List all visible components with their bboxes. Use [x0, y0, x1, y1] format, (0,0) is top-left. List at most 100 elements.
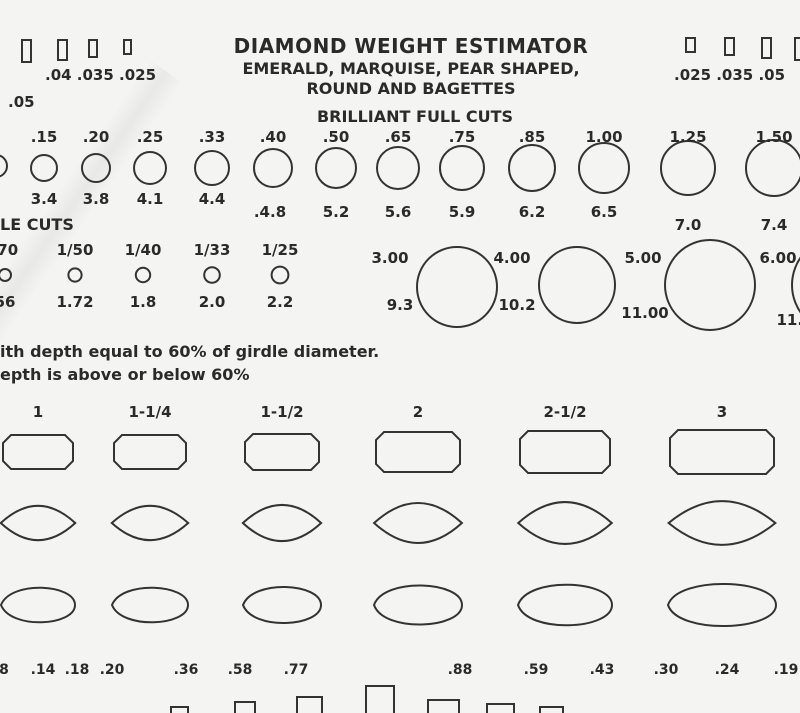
bottom-carat-label: 8: [0, 662, 9, 678]
bottom-carat-label: .30: [653, 662, 679, 678]
brilliant-carat-label: .50: [322, 128, 350, 146]
baguette-outline: [365, 685, 395, 713]
pear-outline: [372, 584, 464, 626]
bottom-carat-label: .58: [227, 662, 253, 678]
brilliant-carat-label: .85: [518, 128, 546, 146]
baguette-outline: [761, 37, 772, 59]
single-cut-carat-label: 1/50: [56, 241, 94, 259]
baguette-outline: [427, 699, 460, 713]
brilliant-mm-label: 4.1: [136, 190, 164, 208]
single-cut-mm-label: 2.0: [198, 293, 226, 311]
brilliant-carat-label: .15: [30, 128, 58, 146]
bottom-carat-label: .77: [283, 662, 309, 678]
brilliant-mm-label: 7.0: [674, 216, 702, 234]
note-line-2: epth is above or below 60%: [0, 365, 250, 384]
round-outline: [660, 140, 716, 196]
round-outline: [791, 256, 800, 314]
large-round-mm-label: 10.2: [498, 296, 536, 314]
single-cut-mm-label: 1.8: [129, 293, 157, 311]
bottom-carat-label: .18: [64, 662, 90, 678]
marquise-outline: [241, 503, 323, 543]
emerald-outline: [113, 434, 187, 470]
baguette-outline: [685, 37, 696, 53]
round-outline: [416, 246, 498, 328]
baguette-outline: [486, 703, 515, 713]
single-cut-outline: [67, 267, 83, 283]
baguette-outline: [57, 39, 68, 61]
single-cut-outline: [203, 266, 221, 284]
note-line-1: ith depth equal to 60% of girdle diamete…: [0, 342, 380, 361]
bottom-carat-label: .43: [589, 662, 615, 678]
brilliant-mm-label: .4.8: [253, 203, 287, 221]
baguette-outline: [794, 37, 800, 61]
bottom-carat-label: .24: [714, 662, 740, 678]
large-round-carat-label: 4.00: [493, 249, 531, 267]
emerald-outline: [669, 429, 775, 475]
baguette-left-05-label: .05: [8, 93, 35, 111]
bottom-carat-label: .20: [99, 662, 125, 678]
fancy-carat-label: 3: [716, 403, 728, 421]
round-outline: [538, 246, 616, 324]
pear-outline: [516, 583, 614, 627]
brilliant-mm-label: 3.8: [82, 190, 110, 208]
round-outline: [578, 142, 630, 194]
baguette-outline: [296, 696, 323, 713]
single-cuts-heading: LE CUTS: [0, 215, 74, 234]
fancy-carat-label: 1-1/2: [260, 403, 304, 421]
brilliant-carat-label: 1.00: [585, 128, 623, 146]
baguette-outline: [170, 706, 189, 713]
brilliant-mm-label: 5.6: [384, 203, 412, 221]
single-cut-carat-label: 1/33: [193, 241, 231, 259]
brilliant-mm-label: 3.4: [30, 190, 58, 208]
fancy-carat-label: 2: [412, 403, 424, 421]
large-round-mm-label: 11.7: [776, 311, 800, 329]
bottom-carat-label: .14: [30, 662, 56, 678]
single-cut-mm-label: 2.2: [266, 293, 294, 311]
round-outline: [439, 145, 485, 191]
marquise-outline: [0, 504, 77, 542]
round-outline: [745, 139, 800, 197]
brilliant-mm-label: 5.9: [448, 203, 476, 221]
marquise-outline: [516, 501, 614, 545]
fancy-carat-label: 1: [32, 403, 44, 421]
marquise-outline: [110, 504, 190, 542]
brilliant-mm-label: 7.4: [760, 216, 788, 234]
section-brilliant-heading: BRILLIANT FULL CUTS: [316, 107, 514, 126]
brilliant-carat-label: .75: [448, 128, 476, 146]
round-outline: [664, 239, 756, 331]
emerald-outline: [244, 433, 320, 471]
subtitle-line-1: EMERALD, MARQUISE, PEAR SHAPED,: [242, 59, 580, 78]
brilliant-mm-label: 5.2: [322, 203, 350, 221]
bottom-carat-label: .59: [523, 662, 549, 678]
baguette-outline: [539, 706, 564, 713]
brilliant-carat-label: .25: [136, 128, 164, 146]
single-cut-mm-label: 56: [0, 293, 16, 311]
brilliant-carat-label: .20: [82, 128, 110, 146]
bottom-carat-label: .88: [447, 662, 473, 678]
large-round-mm-label: 9.3: [386, 296, 414, 314]
baguette-outline: [21, 39, 32, 63]
pear-outline: [666, 583, 778, 627]
brilliant-carat-label: .40: [259, 128, 287, 146]
emerald-outline: [2, 434, 74, 470]
marquise-outline: [667, 500, 777, 546]
round-outline: [315, 147, 357, 189]
brilliant-carat-label: 1.50: [755, 128, 793, 146]
single-cut-outline: [0, 268, 12, 282]
single-cut-carat-label: 1/25: [261, 241, 299, 259]
baguette-outline: [724, 37, 735, 56]
round-outline: [0, 154, 8, 178]
baguette-outline: [234, 701, 256, 713]
single-cut-mm-label: 1.72: [56, 293, 94, 311]
baguette-left-labels: .04 .035 .025: [45, 66, 157, 84]
baguette-outline: [88, 39, 98, 58]
pear-outline: [241, 586, 323, 624]
bottom-carat-label: .19: [773, 662, 799, 678]
round-outline: [30, 154, 58, 182]
marquise-outline: [372, 502, 464, 544]
single-cut-outline: [270, 265, 290, 285]
brilliant-carat-label: .65: [384, 128, 412, 146]
single-cut-outline: [134, 266, 152, 284]
baguette-outline: [123, 39, 132, 55]
large-round-carat-label: 3.00: [371, 249, 409, 267]
